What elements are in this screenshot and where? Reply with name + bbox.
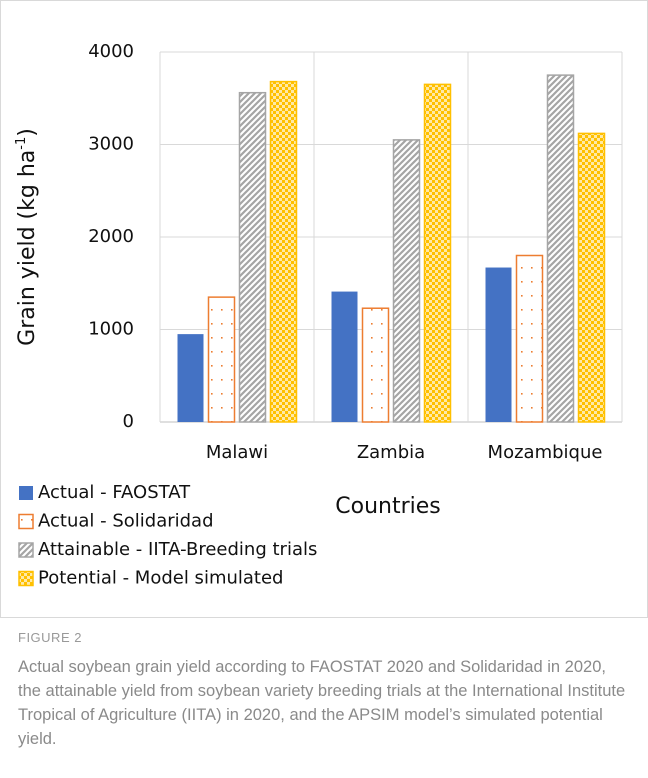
y-axis-title-end: ) bbox=[15, 128, 40, 137]
x-axis-title: Countries bbox=[335, 494, 441, 519]
legend-swatch bbox=[19, 486, 33, 500]
x-tick-label: Mozambique bbox=[488, 442, 603, 463]
y-tick-label: 3000 bbox=[88, 134, 134, 155]
legend-swatch bbox=[18, 570, 34, 587]
bar bbox=[269, 80, 298, 423]
bar bbox=[331, 291, 358, 422]
bar bbox=[485, 267, 512, 422]
bar bbox=[546, 74, 575, 423]
bar bbox=[238, 91, 267, 423]
y-tick-label: 0 bbox=[123, 411, 134, 432]
figure-label: FIGURE 2 bbox=[18, 630, 82, 645]
figure-caption: Actual soybean grain yield according to … bbox=[18, 658, 626, 748]
bar bbox=[392, 139, 421, 423]
legend-label: Potential - Model simulated bbox=[38, 568, 283, 589]
y-tick-label: 2000 bbox=[88, 226, 134, 247]
y-tick-label: 1000 bbox=[88, 319, 134, 340]
x-tick-label: Zambia bbox=[357, 442, 425, 463]
bar bbox=[177, 334, 204, 422]
bar bbox=[207, 296, 236, 423]
y-axis-title-sup: -1 bbox=[14, 137, 29, 150]
legend-label: Actual - FAOSTAT bbox=[38, 482, 191, 503]
legend-label: Actual - Solidaridad bbox=[38, 511, 214, 532]
x-tick-label: Malawi bbox=[206, 442, 268, 463]
legend-label: Attainable - IITA-Breeding trials bbox=[38, 539, 317, 560]
bar bbox=[515, 254, 544, 423]
bar bbox=[361, 307, 390, 423]
legend-swatch bbox=[18, 542, 34, 558]
y-axis-title-main: Grain yield (kg ha bbox=[15, 150, 40, 346]
bar bbox=[423, 83, 452, 423]
bar bbox=[577, 132, 606, 423]
y-axis-title: Grain yield (kg ha-1) bbox=[14, 128, 40, 346]
y-tick-label: 4000 bbox=[88, 41, 134, 62]
chart: Grain yield (kg ha-1) Countries 0 1000 200… bbox=[0, 0, 648, 618]
legend-swatch bbox=[18, 513, 34, 530]
